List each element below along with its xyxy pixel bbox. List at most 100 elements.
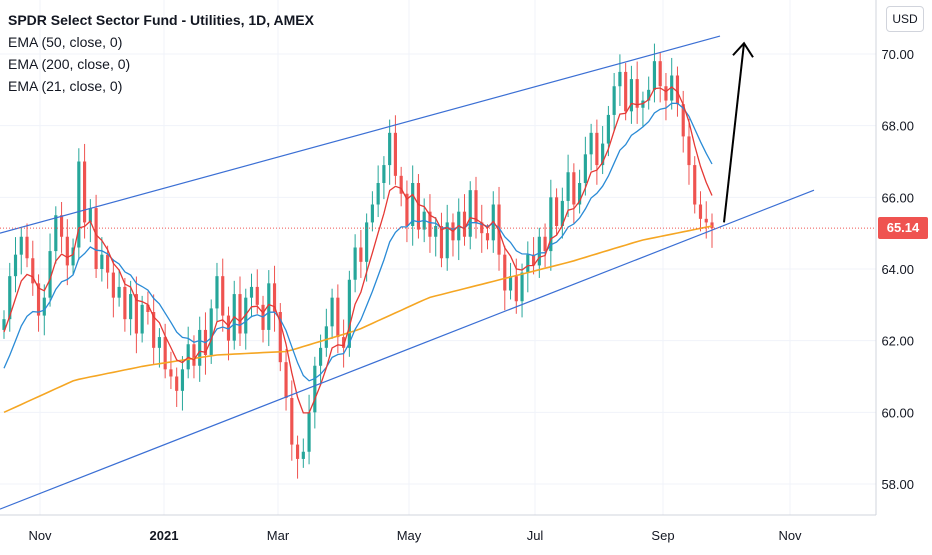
projection-arrow-shaft — [723, 43, 745, 223]
candle-body — [163, 337, 167, 370]
candle — [284, 348, 288, 411]
candle-body — [267, 283, 271, 330]
candle-body — [48, 251, 52, 298]
candle — [180, 356, 185, 411]
candle-body — [226, 315, 231, 341]
candle — [307, 394, 311, 465]
candle-body — [255, 286, 259, 305]
candle-body — [19, 236, 23, 255]
candle — [641, 91, 645, 128]
candle-body — [2, 319, 6, 330]
ema21-line — [3, 86, 713, 414]
ema-lines — [3, 86, 713, 414]
candle-body — [221, 276, 225, 316]
x-tick-label: Nov — [778, 528, 802, 543]
candle — [618, 54, 622, 106]
candle-body — [157, 337, 161, 348]
candle — [411, 165, 415, 246]
candle-body — [140, 304, 144, 334]
last-price-badge: 65.14 — [878, 217, 928, 240]
channel-lower-line — [0, 189, 815, 510]
candle — [140, 295, 144, 343]
candle-body — [578, 183, 582, 205]
candle — [65, 219, 69, 286]
candle-body — [543, 236, 547, 252]
candle-body — [664, 86, 668, 101]
candle — [157, 328, 161, 368]
candle — [111, 259, 115, 318]
candle — [698, 191, 703, 232]
candle-body — [698, 204, 703, 219]
candle — [59, 201, 64, 253]
candle-body — [589, 132, 593, 155]
currency-button[interactable]: USD — [886, 6, 924, 32]
candle-body — [175, 376, 179, 391]
candle-body — [215, 276, 219, 309]
candle-body — [272, 283, 277, 313]
ema200-line — [3, 225, 713, 414]
candle — [681, 90, 685, 153]
y-tick-label: 62.00 — [881, 334, 914, 349]
candle-body — [549, 197, 553, 252]
candle — [36, 274, 41, 332]
candle — [693, 156, 697, 214]
candle-body — [618, 71, 622, 87]
candle — [169, 351, 173, 390]
candle — [19, 227, 23, 275]
candle — [313, 356, 317, 429]
candle-body — [612, 86, 616, 115]
candle-body — [710, 222, 714, 229]
candle — [278, 303, 282, 372]
candle — [416, 174, 421, 239]
candle-body — [209, 308, 213, 356]
candle-body — [399, 175, 403, 194]
candle — [295, 435, 300, 479]
candle — [635, 61, 639, 124]
candle — [330, 288, 334, 339]
candle-body — [675, 75, 680, 105]
candle — [152, 294, 156, 364]
y-tick-label: 64.00 — [881, 262, 914, 277]
legend-ema200[interactable]: EMA (200, close, 0) — [8, 56, 131, 72]
x-tick-label: Sep — [651, 528, 674, 543]
candle-body — [572, 172, 576, 205]
candle-body — [462, 211, 467, 237]
candle — [388, 119, 392, 185]
candle-body — [376, 183, 380, 205]
candle — [13, 237, 18, 293]
drawings — [0, 35, 876, 510]
candle-body — [601, 143, 605, 166]
candle-body — [468, 190, 472, 237]
candle — [474, 176, 478, 239]
candle — [578, 169, 582, 214]
candles — [2, 43, 714, 479]
candle — [215, 262, 219, 321]
legend-ema21[interactable]: EMA (21, close, 0) — [8, 78, 123, 94]
grid — [0, 0, 876, 515]
candle-body — [687, 136, 691, 166]
candle-body — [319, 347, 323, 366]
candle — [163, 323, 167, 379]
candle — [560, 187, 564, 239]
candle-body — [652, 61, 657, 90]
ema50-line — [3, 102, 713, 382]
candle — [480, 204, 484, 253]
candle — [31, 240, 35, 296]
candle — [589, 123, 593, 171]
candle — [94, 194, 98, 278]
legend-ema50[interactable]: EMA (50, close, 0) — [8, 34, 123, 50]
candle — [100, 237, 104, 282]
candle — [629, 65, 633, 124]
candle — [658, 52, 662, 103]
candle — [324, 308, 328, 357]
candle-body — [583, 154, 587, 184]
candle — [2, 310, 6, 339]
candle-body — [330, 297, 334, 327]
candle-body — [595, 132, 599, 166]
candle — [209, 299, 213, 364]
candle-body — [65, 236, 69, 266]
candle-body — [152, 312, 156, 348]
candle-body — [129, 294, 133, 320]
